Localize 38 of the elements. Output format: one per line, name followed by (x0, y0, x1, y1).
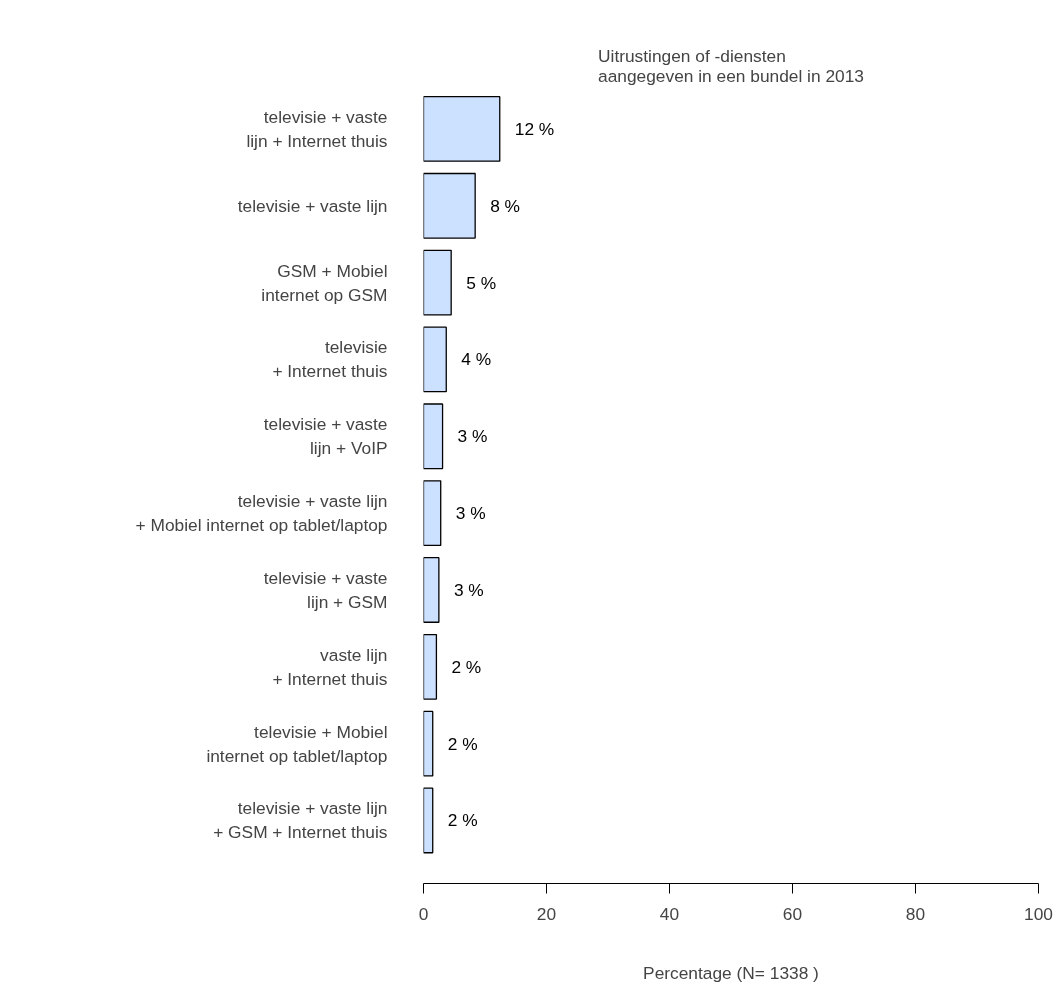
bar (423, 787, 434, 854)
y-tick-label: televisie + vaste lijn + Mobiel internet op tablet/laptop (135, 491, 388, 536)
data-label: 3 % (457, 426, 488, 447)
bar (423, 172, 476, 239)
x-tick-label: 80 (905, 903, 926, 924)
y-tick-label: televisie + vaste lijn + Internet thuis (246, 106, 388, 151)
y-tick-label: GSM + Mobiel internet op GSM (261, 260, 388, 305)
x-tick-label: 60 (782, 903, 803, 924)
y-tick-label: televisie + Mobiel internet op tablet/laptop (206, 721, 388, 766)
y-tick-label: vaste lijn + Internet thuis (272, 644, 388, 689)
data-label: 5 % (466, 272, 497, 293)
chart-title: Uitrustingen of -diensten aangegeven in een bundel in 2013 (598, 45, 864, 86)
x-axis-title: Percentage (N= 1338 ) (643, 962, 819, 983)
x-tick-label: 40 (659, 903, 680, 924)
data-label: 2 % (451, 656, 482, 677)
bar (423, 96, 501, 162)
x-tick-label: 0 (418, 903, 429, 924)
y-tick-label: televisie + vaste lijn + VoIP (263, 414, 388, 459)
bar (423, 710, 434, 777)
bar (423, 480, 442, 547)
data-label: 4 % (461, 349, 492, 370)
data-label: 3 % (453, 579, 484, 600)
x-tick-label: 20 (536, 903, 557, 924)
x-tick-label: 100 (1024, 903, 1053, 924)
bar (423, 249, 452, 316)
data-label: 2 % (447, 810, 478, 831)
bar (423, 403, 444, 470)
y-tick-label: televisie + vaste lijn + GSM + Internet thuis (213, 798, 388, 843)
y-tick-label: televisie + vaste lijn (237, 195, 388, 216)
data-label: 2 % (447, 733, 478, 754)
bar (423, 326, 447, 393)
data-label: 3 % (455, 503, 486, 524)
y-tick-label: televisie + Internet thuis (272, 337, 388, 382)
bar (423, 557, 440, 623)
bar (423, 633, 438, 700)
data-label: 12 % (514, 118, 555, 139)
data-label: 8 % (490, 195, 521, 216)
y-tick-label: televisie + vaste lijn + GSM (263, 567, 388, 612)
